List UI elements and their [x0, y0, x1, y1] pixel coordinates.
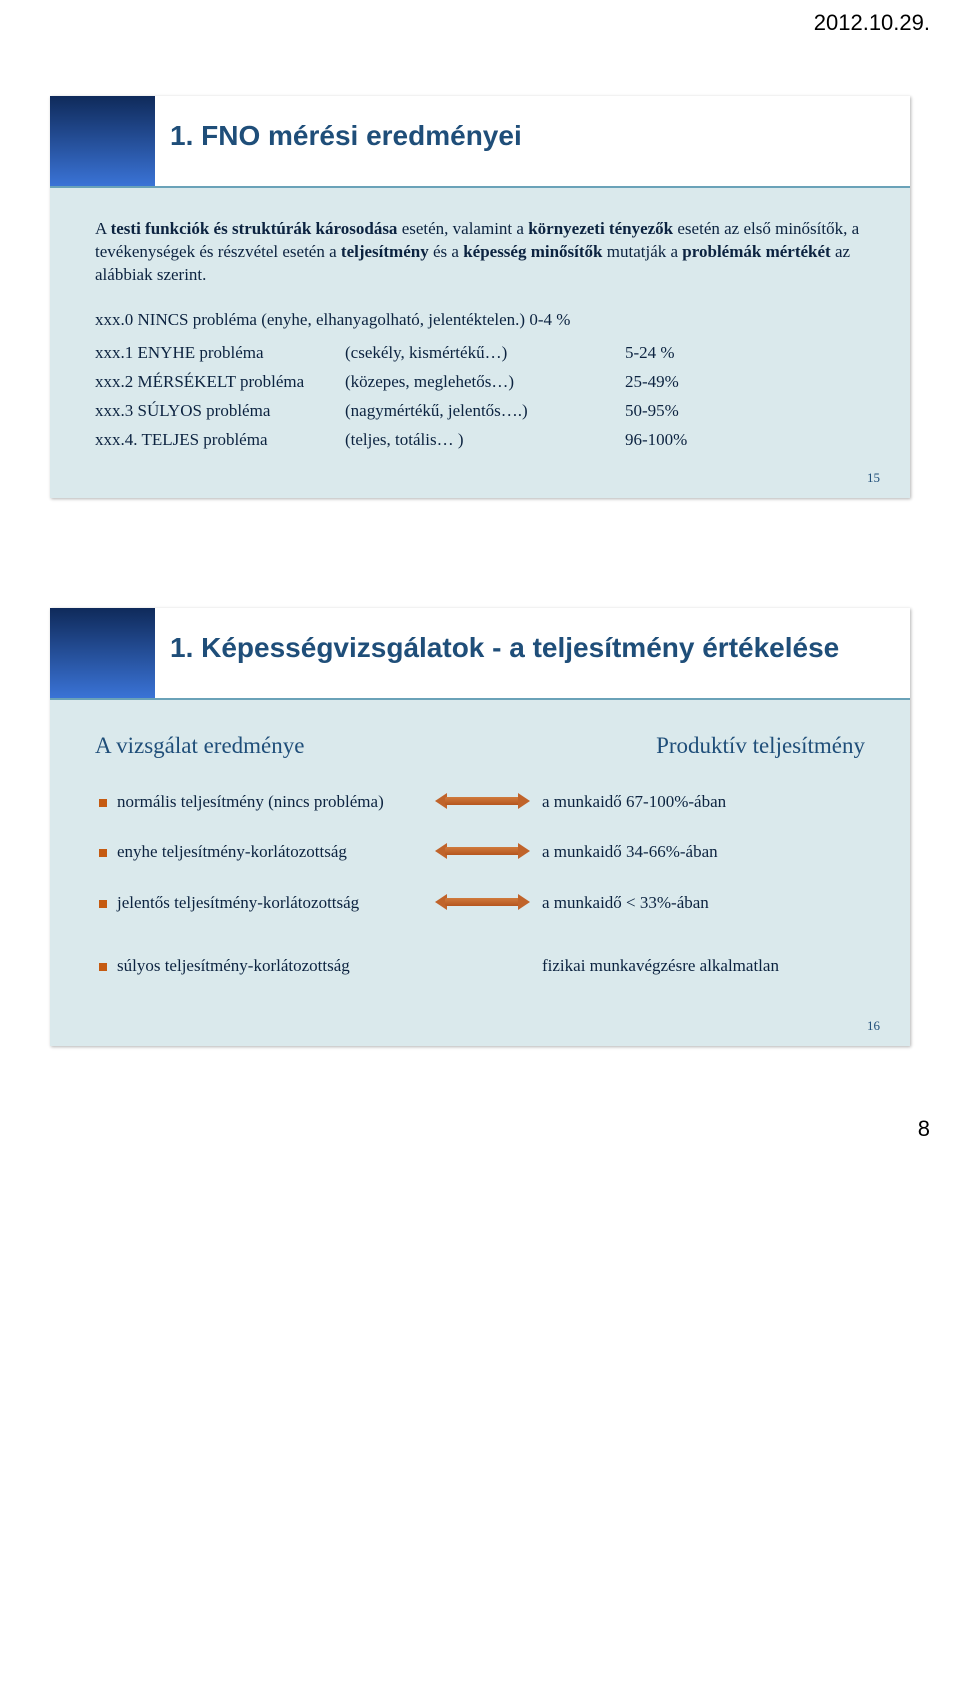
arrow-icon: [422, 892, 542, 910]
item-right: a munkaidő 34-66%-ában: [542, 841, 865, 864]
slide-title: 1. Képességvizsgálatok - a teljesítmény …: [170, 632, 839, 664]
scale-range: 25-49%: [625, 371, 745, 394]
scale-range: 5-24 %: [625, 342, 745, 365]
bullet-icon: [99, 900, 107, 908]
slide-body: A testi funkciók és struktúrák károsodás…: [50, 188, 910, 468]
scale-line-0: xxx.0 NINCS probléma (enyhe, elhanyagolh…: [95, 309, 865, 332]
item-right: a munkaidő < 33%-ában: [542, 892, 865, 915]
text: A: [95, 219, 111, 238]
item-right: fizikai munkavégzésre alkalmatlan: [542, 955, 865, 978]
scale-desc: (csekély, kismértékű…): [345, 342, 625, 365]
bullet-icon: [99, 963, 107, 971]
slide-number: 15: [867, 470, 880, 486]
arrow-spacer: [422, 955, 542, 957]
scale-label: xxx.1 ENYHE probléma: [95, 342, 345, 365]
intro-text: A testi funkciók és struktúrák károsodás…: [95, 218, 865, 287]
bullet-icon: [99, 849, 107, 857]
list-item: súlyos teljesítmény-korlátozottság fizik…: [95, 955, 865, 978]
text: és a: [433, 242, 463, 261]
arrow-icon: [422, 841, 542, 859]
slide-title: 1. FNO mérési eredményei: [170, 120, 522, 152]
text-bold: problémák mértékét: [682, 242, 835, 261]
slide-2: 1. Képességvizsgálatok - a teljesítmény …: [50, 608, 910, 1047]
slide-body: A vizsgálat eredménye Produktív teljesít…: [50, 700, 910, 1017]
scale-label: xxx.3 SÚLYOS probléma: [95, 400, 345, 423]
list-item: enyhe teljesítmény-korlátozottság a munk…: [95, 841, 865, 864]
text-bold: környezeti tényezők: [528, 219, 677, 238]
scale-label: xxx.2 MÉRSÉKELT probléma: [95, 371, 345, 394]
scale-desc: (nagymértékű, jelentős….): [345, 400, 625, 423]
item-left: súlyos teljesítmény-korlátozottság: [117, 955, 422, 978]
slide-header: 1. Képességvizsgálatok - a teljesítmény …: [50, 608, 910, 700]
scale-label: xxx.4. TELJES probléma: [95, 429, 345, 452]
scale-row: xxx.4. TELJES probléma (teljes, totális……: [95, 429, 865, 452]
subhead-row: A vizsgálat eredménye Produktív teljesít…: [95, 730, 865, 761]
left-subheading: A vizsgálat eredménye: [95, 730, 304, 761]
scale-range: 96-100%: [625, 429, 745, 452]
scale-range: 50-95%: [625, 400, 745, 423]
item-left: enyhe teljesítmény-korlátozottság: [117, 841, 422, 864]
scale-desc: (közepes, meglehetős…): [345, 371, 625, 394]
text-bold: testi funkciók és struktúrák károsodása: [111, 219, 402, 238]
text: esetén, valamint a: [402, 219, 529, 238]
slide-1: 1. FNO mérési eredményei A testi funkció…: [50, 96, 910, 498]
text: mutatják a: [607, 242, 683, 261]
bullet-icon: [99, 799, 107, 807]
page-date: 2012.10.29.: [0, 0, 960, 36]
item-left: normális teljesítmény (nincs probléma): [117, 791, 422, 814]
item-left: jelentős teljesítmény-korlátozottság: [117, 892, 422, 915]
scale-row: xxx.3 SÚLYOS probléma (nagymértékű, jele…: [95, 400, 865, 423]
text-bold: képesség minősítők: [463, 242, 607, 261]
text-bold: teljesítmény: [341, 242, 433, 261]
scale-row: xxx.1 ENYHE probléma (csekély, kismérték…: [95, 342, 865, 365]
scale-desc: (teljes, totális… ): [345, 429, 625, 452]
page-number: 8: [0, 1076, 960, 1162]
list-item: jelentős teljesítmény-korlátozottság a m…: [95, 892, 865, 915]
item-right: a munkaidő 67-100%-ában: [542, 791, 865, 814]
slide-number: 16: [867, 1018, 880, 1034]
arrow-icon: [422, 791, 542, 809]
slide-header: 1. FNO mérési eredményei: [50, 96, 910, 188]
list-item: normális teljesítmény (nincs probléma) a…: [95, 791, 865, 814]
scale-row: xxx.2 MÉRSÉKELT probléma (közepes, megle…: [95, 371, 865, 394]
right-subheading: Produktív teljesítmény: [656, 730, 865, 761]
